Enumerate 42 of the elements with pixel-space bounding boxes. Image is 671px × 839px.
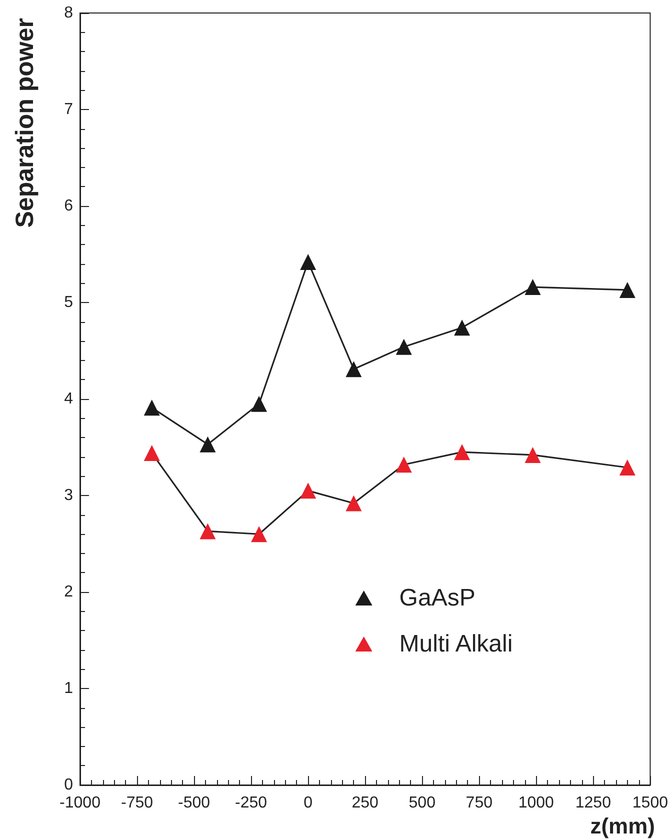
legend-label: GaAsP bbox=[399, 584, 476, 612]
x-tick-label: 750 bbox=[466, 794, 493, 812]
point bbox=[454, 320, 470, 336]
point bbox=[396, 456, 412, 473]
y-tick-label: 2 bbox=[64, 584, 74, 600]
point bbox=[524, 279, 541, 296]
x-tick-label: 1500 bbox=[632, 794, 668, 812]
y-tick-label: 0 bbox=[64, 776, 74, 794]
x-tick-label: -250 bbox=[235, 794, 268, 812]
point bbox=[251, 396, 268, 412]
x-tick-label: 1000 bbox=[518, 794, 554, 812]
point bbox=[454, 444, 470, 460]
point bbox=[200, 523, 216, 540]
y-tick-label: 5 bbox=[64, 294, 74, 311]
y-tick-label: 1 bbox=[64, 680, 74, 697]
y-tick-label: 3 bbox=[64, 487, 74, 504]
x-tick-label: 250 bbox=[352, 794, 379, 812]
point bbox=[144, 400, 160, 416]
point bbox=[396, 338, 412, 355]
x-tick-label: -1000 bbox=[60, 794, 101, 812]
y-axis-title: Separation power bbox=[11, 18, 39, 228]
point bbox=[144, 445, 160, 462]
y-tick-label: 6 bbox=[64, 198, 74, 214]
x-tick-label: 1250 bbox=[575, 794, 612, 812]
point bbox=[346, 495, 362, 512]
point bbox=[619, 460, 636, 476]
point bbox=[524, 446, 541, 463]
legend-label: Multi Alkali bbox=[399, 630, 513, 658]
x-tick-label: 0 bbox=[304, 794, 313, 812]
point bbox=[200, 436, 216, 452]
x-tick-label: -500 bbox=[178, 794, 210, 812]
y-tick-label: 7 bbox=[64, 101, 74, 118]
point bbox=[251, 526, 268, 542]
y-tick-label: 4 bbox=[64, 390, 74, 408]
x-axis-title: z(mm) bbox=[590, 814, 655, 838]
point bbox=[346, 361, 362, 378]
y-tick-label: 8 bbox=[64, 4, 74, 22]
x-tick-label: 500 bbox=[408, 794, 436, 812]
point bbox=[300, 482, 316, 499]
x-tick-label: -750 bbox=[121, 794, 154, 812]
point bbox=[619, 282, 636, 298]
point bbox=[300, 254, 316, 270]
